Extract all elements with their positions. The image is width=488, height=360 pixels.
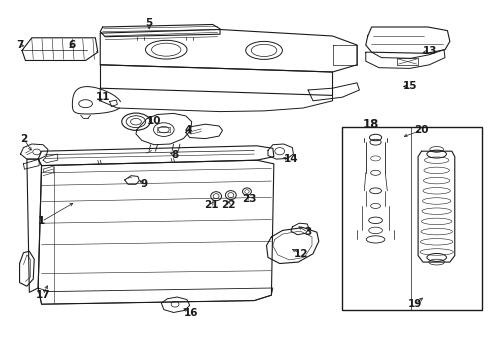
Text: 15: 15: [402, 81, 416, 91]
Text: 14: 14: [283, 154, 298, 164]
Text: 22: 22: [221, 200, 236, 210]
Text: 23: 23: [242, 194, 256, 204]
Text: 16: 16: [183, 308, 198, 318]
Text: 17: 17: [36, 290, 50, 300]
Text: 5: 5: [145, 18, 152, 28]
Text: 6: 6: [69, 40, 76, 50]
Text: 13: 13: [422, 46, 437, 56]
Text: 18: 18: [362, 118, 378, 131]
Text: 4: 4: [184, 125, 192, 135]
Text: 9: 9: [141, 179, 147, 189]
Text: 1: 1: [38, 216, 45, 226]
Text: 2: 2: [20, 134, 27, 144]
Text: 3: 3: [304, 227, 311, 237]
Text: 10: 10: [146, 116, 161, 126]
Text: 21: 21: [203, 200, 218, 210]
Text: 19: 19: [407, 299, 421, 309]
Text: 11: 11: [95, 92, 110, 102]
Text: 12: 12: [293, 249, 307, 259]
Text: 7: 7: [16, 40, 23, 50]
Text: 20: 20: [413, 125, 428, 135]
Text: 8: 8: [171, 150, 178, 160]
Bar: [342, 127, 481, 310]
